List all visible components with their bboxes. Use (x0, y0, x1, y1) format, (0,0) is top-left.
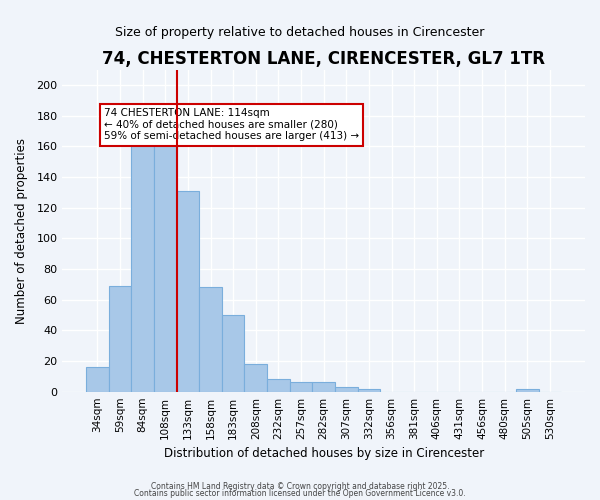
Bar (244, 364, 267, 392)
X-axis label: Distribution of detached houses by size in Cirencester: Distribution of detached houses by size … (164, 447, 484, 460)
Bar (199, 288, 222, 392)
Bar (516, 388, 539, 392)
Bar (176, 190, 199, 392)
Bar (222, 315, 244, 392)
Bar (313, 382, 335, 392)
Text: Contains public sector information licensed under the Open Government Licence v3: Contains public sector information licen… (134, 489, 466, 498)
Text: Size of property relative to detached houses in Cirencester: Size of property relative to detached ho… (115, 26, 485, 39)
Bar (131, 144, 154, 392)
Bar (335, 387, 358, 392)
Text: 74 CHESTERTON LANE: 114sqm
← 40% of detached houses are smaller (280)
59% of sem: 74 CHESTERTON LANE: 114sqm ← 40% of deta… (104, 108, 359, 142)
Bar (86, 367, 109, 392)
Bar (154, 142, 176, 392)
Bar (290, 382, 313, 392)
Bar (267, 380, 290, 392)
Bar (358, 388, 380, 392)
Bar (109, 286, 131, 392)
Title: 74, CHESTERTON LANE, CIRENCESTER, GL7 1TR: 74, CHESTERTON LANE, CIRENCESTER, GL7 1T… (102, 50, 545, 68)
Y-axis label: Number of detached properties: Number of detached properties (15, 138, 28, 324)
Text: Contains HM Land Registry data © Crown copyright and database right 2025.: Contains HM Land Registry data © Crown c… (151, 482, 449, 491)
